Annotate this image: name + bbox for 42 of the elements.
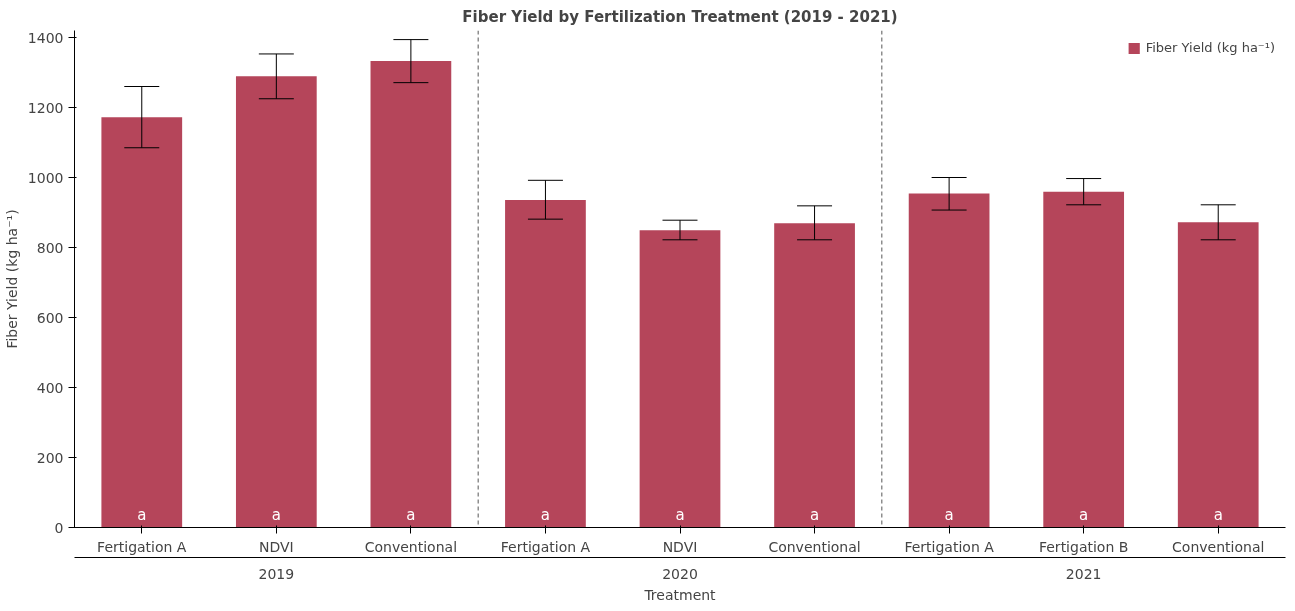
text: 2021 <box>1065 565 1102 582</box>
annotation: a <box>271 505 281 524</box>
x-tick-label: NDVI <box>662 538 698 555</box>
x-tick-label: Fertigation A <box>904 538 995 555</box>
bar <box>774 223 855 528</box>
y-tick-label: 200 <box>36 449 64 466</box>
y-tick-label: 600 <box>36 309 64 326</box>
annotation: a <box>809 505 820 524</box>
y-tick-label: 1400 <box>27 29 64 46</box>
x-tick-label: Fertigation B <box>1038 538 1129 555</box>
annotation: a <box>1213 505 1223 524</box>
x-tick-label: Conventional <box>1172 538 1265 555</box>
y-tick-label: 1000 <box>27 169 64 186</box>
annotation: a <box>540 505 551 524</box>
y-tick-label: 800 <box>36 239 64 256</box>
x-tick-label: Conventional <box>768 538 861 555</box>
y-tick-label: 1200 <box>27 99 64 116</box>
x-tick-label: Fertigation A <box>97 538 187 555</box>
x-tick-label: NDVI <box>258 538 294 555</box>
annotation: a <box>406 505 416 524</box>
bar <box>639 230 721 528</box>
text: 2020 <box>662 565 698 582</box>
text: 2019 <box>258 565 295 582</box>
annotation: a <box>1079 505 1089 524</box>
bar <box>1043 191 1125 528</box>
annotation: a <box>675 505 685 524</box>
annotation: a <box>944 505 954 524</box>
y-tick-label: 0 <box>54 519 64 536</box>
x-tick-label: Fertigation A <box>500 538 591 555</box>
bar <box>908 193 990 528</box>
annotation: a <box>137 505 147 524</box>
bar <box>1177 222 1259 528</box>
bar <box>235 76 317 528</box>
bar <box>370 60 452 528</box>
y-tick-label: 400 <box>36 379 64 396</box>
x-axis-title: Treatment <box>643 586 717 603</box>
legend-label: Fiber Yield (kg ha⁻¹) <box>1145 40 1275 55</box>
bar <box>101 117 183 528</box>
y-axis-title: Fiber Yield (kg ha⁻¹) <box>3 209 20 349</box>
chart-title: Fiber Yield by Fertilization Treatment (2019 - 2021) <box>462 7 898 26</box>
x-tick-label: Conventional <box>364 538 458 555</box>
bar <box>505 199 586 528</box>
